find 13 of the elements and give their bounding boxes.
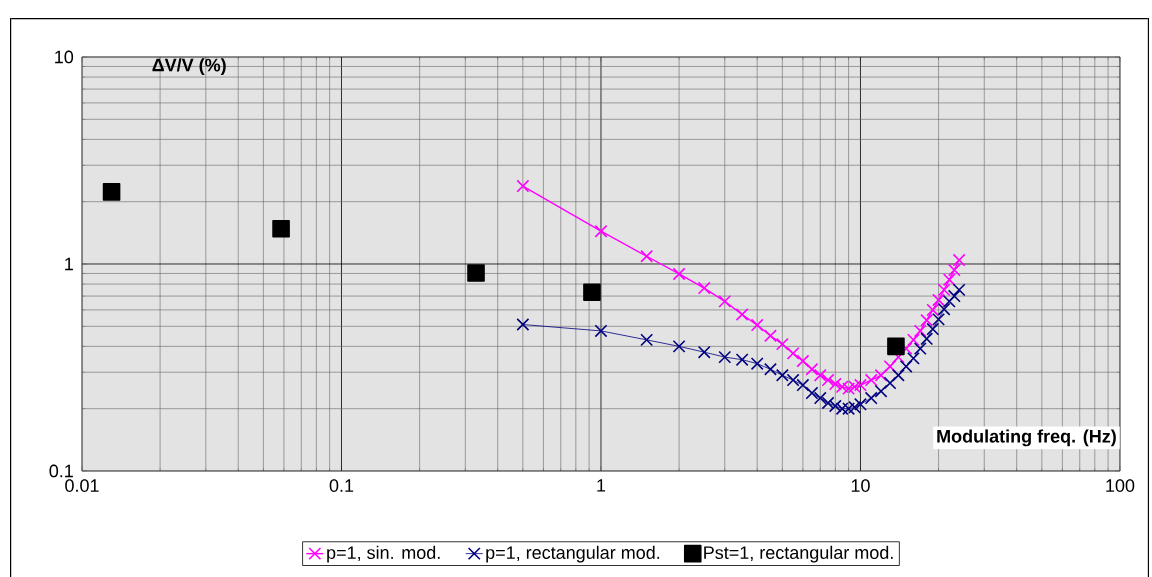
y-tick-label: 10 (55, 50, 74, 64)
x-tick-label: 0.01 (65, 479, 99, 492)
y-tick-label: 0.1 (49, 464, 73, 478)
legend-label: p=1, rectangular mod. (486, 545, 660, 563)
y-tick-label: 1 (65, 257, 73, 271)
y-axis-title: ΔV/V (%) (152, 58, 226, 75)
x-tick-label: 1 (597, 479, 606, 492)
legend-label: p=1, sin. mod. (327, 545, 440, 563)
x-tick-label: 0.1 (329, 479, 354, 492)
legend-label: Pst=1, rectangular mod. (704, 545, 893, 563)
x-tick-label: 10 (851, 479, 870, 492)
x-axis-title: Modulating freq. (Hz) (937, 429, 1116, 447)
x-tick-label: 100 (1106, 479, 1135, 492)
